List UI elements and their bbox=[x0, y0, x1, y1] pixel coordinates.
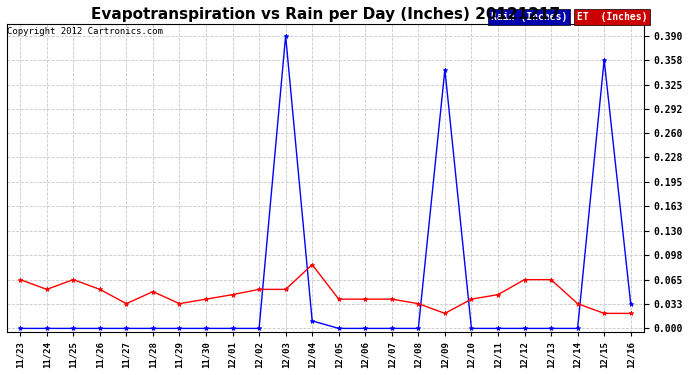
Text: Rain (Inches): Rain (Inches) bbox=[491, 12, 567, 22]
Text: Copyright 2012 Cartronics.com: Copyright 2012 Cartronics.com bbox=[7, 27, 163, 36]
Title: Evapotranspiration vs Rain per Day (Inches) 20121217: Evapotranspiration vs Rain per Day (Inch… bbox=[91, 7, 560, 22]
Text: ET  (Inches): ET (Inches) bbox=[577, 12, 648, 22]
